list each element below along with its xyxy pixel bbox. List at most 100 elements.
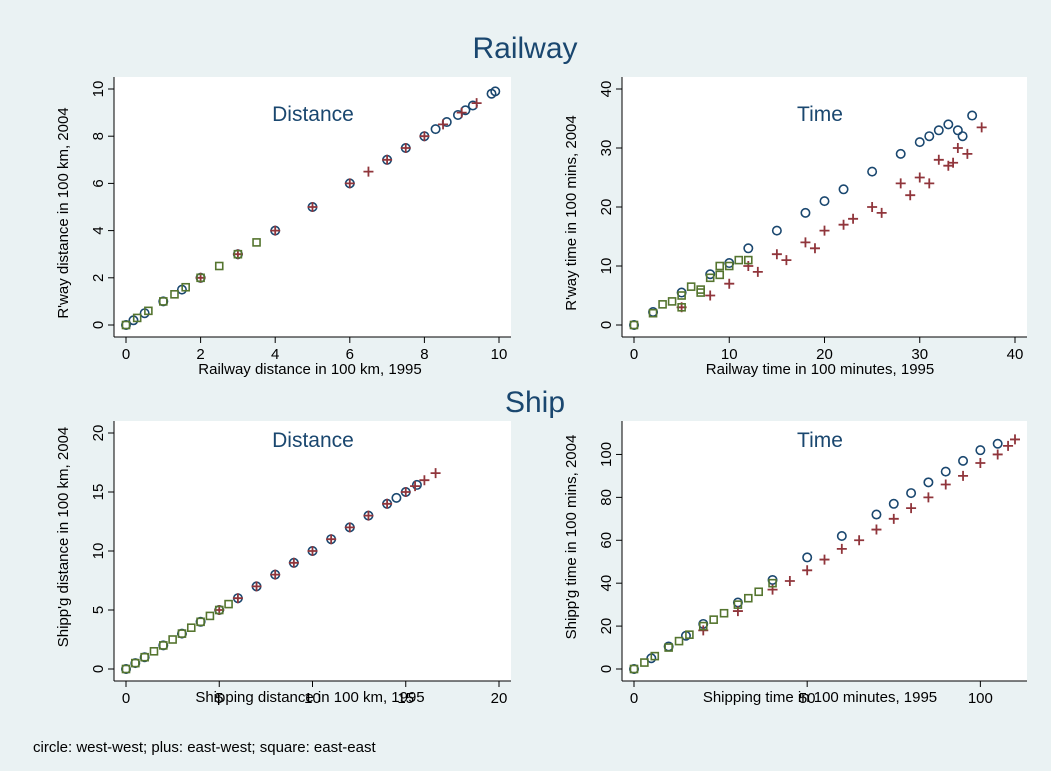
x-axis-label: Railway distance in 100 km, 1995 [198, 361, 421, 378]
point-east-east [754, 587, 763, 597]
marker-legend-note: circle: west-west; plus: east-west; squa… [33, 739, 376, 756]
x-tick-label: 2 [196, 346, 204, 363]
x-axis-label: Railway time in 100 minutes, 1995 [706, 361, 934, 378]
point-east-west [456, 107, 467, 118]
point-east-east [181, 282, 190, 292]
point-east-west [854, 535, 865, 546]
point-east-west [802, 565, 813, 576]
point-east-west [819, 225, 830, 236]
point-east-east [214, 605, 224, 615]
y-tick-label: 20 [598, 618, 615, 635]
point-west-west [800, 207, 811, 218]
point-east-east [686, 282, 696, 291]
chart-title: Time [797, 103, 843, 126]
x-axis-label: Shipping distance in 100 km, 1995 [195, 689, 424, 706]
point-east-east [667, 297, 677, 306]
point-east-east [132, 313, 142, 323]
point-east-east [658, 300, 667, 309]
point-east-west [288, 557, 299, 568]
point-east-west [400, 487, 411, 497]
x-tick-label: 20 [491, 690, 508, 707]
point-west-west [771, 225, 782, 236]
point-east-east [629, 320, 639, 330]
point-east-east [196, 617, 205, 627]
x-tick-label: 10 [304, 690, 321, 707]
y-tick-label: 30 [598, 140, 615, 157]
y-tick-label: 0 [598, 665, 615, 673]
point-east-west [992, 449, 1003, 460]
point-west-west [411, 479, 422, 490]
y-tick-label: 40 [598, 81, 615, 98]
x-tick-label: 0 [630, 690, 638, 707]
x-tick-label: 40 [1007, 346, 1024, 363]
point-west-west [924, 131, 935, 142]
point-east-east [159, 641, 168, 650]
chart-title: Time [797, 429, 843, 452]
point-east-east [121, 320, 131, 330]
point-east-west [952, 143, 963, 153]
point-east-west [976, 122, 987, 133]
ship-time-chart: Time Shipping time in 100 minutes, 1995 … [563, 421, 1027, 707]
point-west-west [802, 552, 813, 563]
x-tick-label: 10 [491, 346, 508, 363]
point-west-west [957, 131, 968, 142]
point-east-east [677, 302, 686, 312]
point-east-east [168, 635, 177, 644]
point-east-west [344, 522, 355, 533]
point-east-west [410, 481, 421, 492]
y-tick-label: 0 [90, 665, 107, 673]
point-east-east [650, 651, 660, 661]
point-east-east [733, 600, 743, 609]
point-west-west [871, 509, 882, 520]
x-tick-label: 15 [397, 690, 414, 707]
railway-time-chart: Time Railway time in 100 minutes, 1995 R… [563, 77, 1027, 378]
point-east-west [430, 468, 441, 479]
x-tick-label: 10 [721, 346, 738, 363]
point-east-east [743, 593, 753, 603]
point-east-east [674, 636, 684, 646]
point-east-west [705, 290, 716, 301]
point-east-west [270, 225, 281, 236]
ship-group-title: Ship [505, 386, 565, 419]
y-tick-label: 0 [90, 321, 107, 329]
point-east-west [251, 581, 262, 592]
point-east-east [140, 652, 149, 662]
x-tick-label: 4 [271, 346, 279, 363]
point-west-west [958, 455, 969, 466]
point-east-west [914, 172, 925, 183]
point-east-west [1003, 440, 1014, 451]
point-east-east [709, 615, 718, 624]
point-east-east [715, 261, 725, 271]
x-tick-label: 8 [420, 346, 428, 363]
point-east-east [705, 273, 715, 283]
point-east-west [940, 479, 951, 490]
point-west-west [895, 148, 906, 159]
x-tick-label: 5 [215, 690, 223, 707]
point-west-west [906, 488, 917, 499]
point-east-east [149, 646, 159, 656]
point-east-west [888, 513, 899, 524]
railway-distance-chart: Distance Railway distance in 100 km, 199… [55, 77, 511, 378]
point-east-west [270, 569, 281, 580]
point-east-west [784, 576, 795, 587]
point-east-west [363, 166, 374, 177]
point-east-west [933, 154, 944, 165]
point-east-west [326, 534, 337, 545]
x-axis-label: Shipping time in 100 minutes, 1995 [703, 689, 937, 706]
point-east-west [307, 202, 318, 212]
x-tick-label: 50 [799, 690, 816, 707]
point-east-east [224, 599, 233, 609]
chart-title: Distance [272, 429, 354, 452]
point-east-west [382, 154, 393, 165]
y-tick-label: 60 [598, 532, 615, 549]
railway-group-title: Railway [472, 32, 577, 65]
point-east-west [906, 503, 917, 514]
point-east-west [363, 510, 374, 521]
point-east-east [734, 255, 744, 265]
point-west-west [992, 438, 1003, 449]
point-east-east [664, 643, 673, 652]
y-tick-label: 8 [90, 132, 107, 140]
point-east-east [629, 664, 639, 674]
y-axis-label: Shipp'g time in 100 mins, 2004 [563, 435, 580, 640]
point-east-west [471, 98, 482, 109]
